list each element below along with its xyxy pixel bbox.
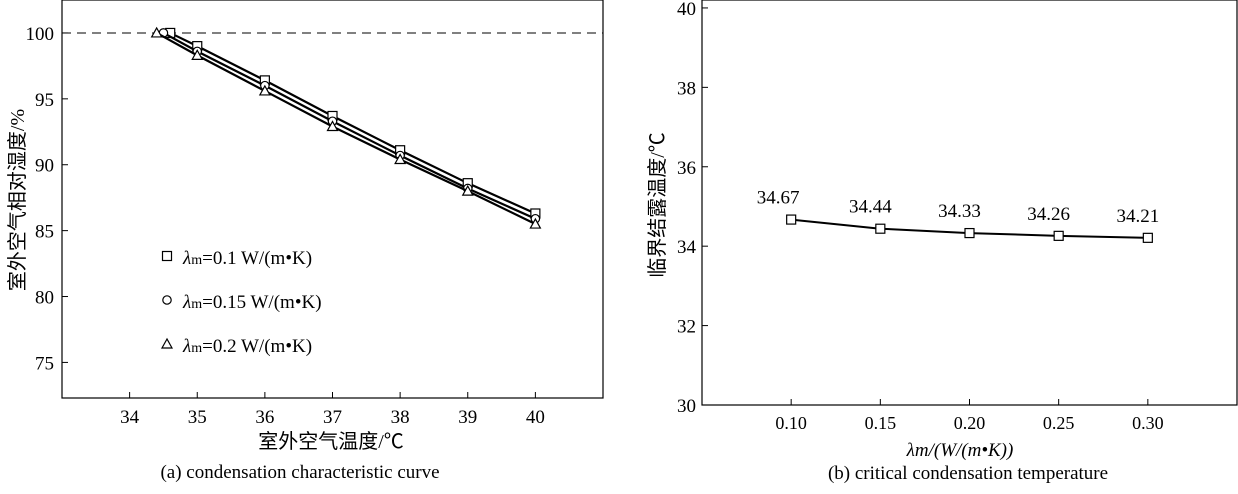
data-point-triangle — [529, 217, 542, 229]
data-point-triangle — [394, 153, 407, 165]
x-tick-label-a: 34 — [120, 407, 140, 428]
y-tick-label-a: 100 — [26, 24, 55, 45]
data-label: 34.33 — [938, 201, 981, 222]
data-label: 34.21 — [1116, 206, 1159, 227]
data-point-triangle — [191, 49, 204, 60]
y-tick-label-a: 95 — [35, 90, 54, 111]
legend-label-square: λm=0.1 W/(m•K) — [182, 248, 312, 269]
chart-title-b: (b) critical condensation temperature — [828, 463, 1108, 484]
y-tick-label-b: 38 — [677, 78, 696, 99]
data-point-triangle — [258, 84, 271, 96]
plot-frame-a — [61, 0, 604, 399]
chart-title-a: (a) condensation characteristic curve — [160, 462, 439, 483]
chart-a: 室外空气温度/℃ 室外空气相对湿度/% (a) condensation cha… — [6, 0, 604, 483]
data-label: 34.67 — [757, 188, 800, 209]
y-tick-label-a: 75 — [35, 353, 54, 374]
data-point-triangle — [461, 184, 474, 196]
data-label: 34.44 — [849, 197, 892, 218]
x-axis-label-a: 室外空气温度/℃ — [258, 430, 404, 453]
x-tick-label-b: 0.20 — [954, 413, 986, 433]
legend-marker-square — [161, 250, 173, 262]
x-tick-label-a: 35 — [188, 407, 207, 428]
series-line-circle — [162, 31, 536, 220]
data-point-triangle — [326, 120, 339, 132]
legend-label-circle: λm=0.15 W/(m•K) — [182, 292, 322, 313]
data-point — [1142, 232, 1153, 243]
x-tick-label-b: 0.25 — [1043, 413, 1075, 433]
y-tick-label-b: 32 — [677, 317, 696, 338]
y-tick-label-b: 30 — [677, 396, 696, 417]
x-tick-label-b: 0.15 — [865, 413, 897, 433]
y-tick-label-a: 80 — [35, 288, 54, 309]
y-tick-label-b: 36 — [677, 158, 696, 179]
x-tick-label-a: 37 — [323, 407, 342, 428]
data-point — [964, 227, 975, 239]
x-axis-label-b: λm/(W/(m•K)) — [906, 440, 1014, 461]
data-point-triangle — [150, 26, 163, 38]
data-label: 34.26 — [1027, 204, 1070, 225]
x-tick-label-a: 38 — [391, 407, 410, 428]
x-tick-label-b: 0.30 — [1132, 413, 1164, 433]
series-line-square — [169, 31, 536, 215]
legend-marker-circle — [162, 295, 172, 305]
y-axis-label-a: 室外空气相对湿度/% — [6, 109, 29, 291]
data-point — [875, 223, 886, 234]
y-tick-label-a: 85 — [35, 222, 54, 243]
x-tick-label-a: 39 — [458, 407, 477, 428]
chart-b: λm/(W/(m•K)) 临界结露温度/℃ (b) critical conde… — [646, 0, 1238, 484]
x-tick-label-b: 0.10 — [775, 413, 807, 433]
y-tick-label-b: 40 — [677, 0, 696, 20]
data-point — [1053, 230, 1064, 241]
legend-marker-triangle — [160, 337, 174, 349]
y-axis-label-b: 临界结露温度/℃ — [646, 132, 669, 278]
data-point — [786, 214, 797, 225]
y-tick-label-a: 90 — [35, 156, 54, 177]
y-tick-label-b: 34 — [677, 237, 697, 258]
x-tick-label-a: 36 — [255, 407, 274, 428]
x-tick-label-a: 40 — [526, 407, 545, 428]
legend-label-triangle: λm=0.2 W/(m•K) — [182, 336, 312, 357]
